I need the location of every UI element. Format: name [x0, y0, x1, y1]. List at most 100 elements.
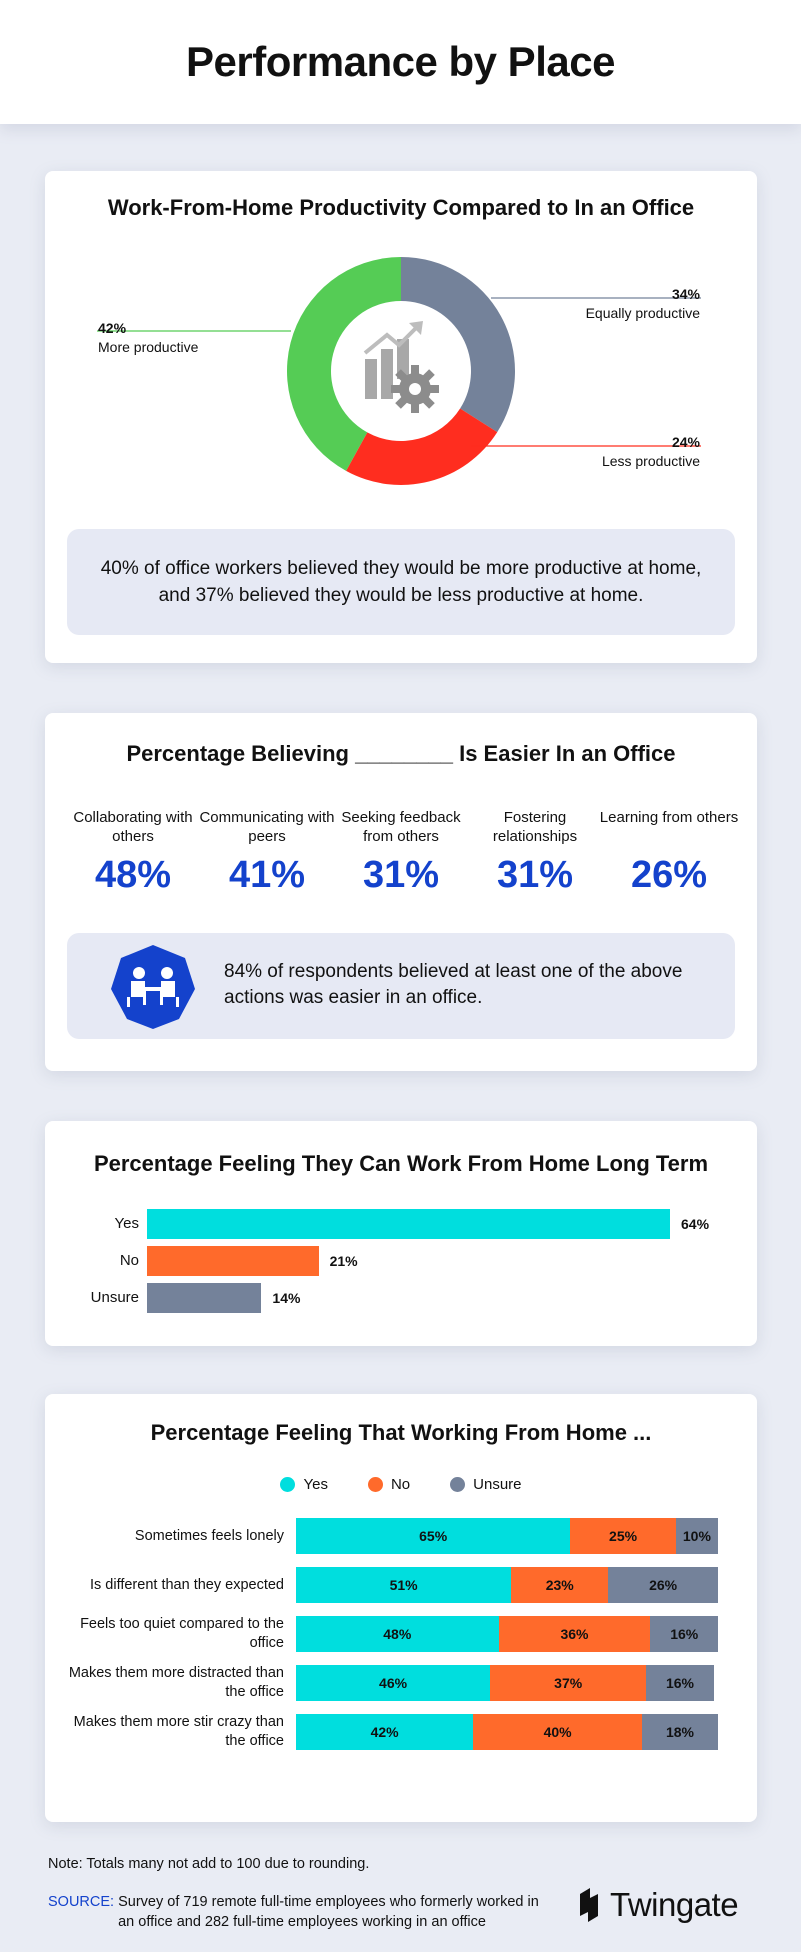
stat-fostering: Fostering relationships 31% [465, 808, 605, 897]
stacked-bar: 46% 37% 16% [296, 1665, 714, 1701]
long-term-title: Percentage Feeling They Can Work From Ho… [93, 1151, 709, 1176]
legend-label: Yes [303, 1476, 328, 1493]
legend-label: Unsure [473, 1476, 522, 1493]
stat-label: Fostering relationships [492, 809, 578, 845]
stacked-row: Makes them more distracted than the offi… [45, 1665, 757, 1701]
stat-value: 31% [496, 854, 574, 896]
donut-label-less: 24% Less productive [602, 433, 700, 471]
donut-label-more-pct: 42% [98, 320, 127, 336]
donut-label-more-text: More productive [98, 339, 199, 355]
legend-label: No [390, 1476, 411, 1493]
stat-value: 26% [630, 854, 708, 896]
stat-collaborating: Collaborating with others 48% [63, 808, 203, 897]
legend-swatch [450, 1477, 466, 1492]
twingate-logo-icon [580, 1888, 598, 1922]
page-title: Performance by Place [186, 38, 615, 85]
stacked-bar: 42% 40% 18% [296, 1714, 718, 1750]
donut-slice-more [287, 257, 401, 471]
hbar-yes [147, 1209, 670, 1239]
donut-label-equal-text: Equally productive [585, 305, 700, 321]
stacked-segment-no: 36% [498, 1616, 651, 1652]
page-header: Performance by Place [0, 0, 801, 124]
footer-note: Note: Totals many not add to 100 due to … [48, 1856, 370, 1872]
stat-label: Collaborating with others [73, 809, 193, 845]
legend-item-yes: Yes [280, 1476, 328, 1493]
stacked-row: Sometimes feels lonely 65% 25% 10% [45, 1518, 757, 1554]
legend-swatch [367, 1477, 383, 1492]
feelings-card: Percentage Feeling That Working From Hom… [45, 1394, 757, 1822]
stacked-row: Is different than they expected 51% 23% 26% [45, 1567, 757, 1603]
stacked-segment-yes: 46% [296, 1665, 491, 1701]
productivity-title: Work-From-Home Productivity Compared to … [107, 195, 695, 220]
easier-card: Percentage Believing ________ Is Easier … [45, 713, 757, 1071]
stacked-row: Makes them more stir crazy than the offi… [45, 1714, 757, 1750]
stat-value: 31% [362, 854, 440, 896]
donut-label-equal-pct: 34% [671, 286, 700, 302]
productivity-callout: 40% of office workers believed they woul… [67, 529, 735, 635]
stacked-segment-yes: 51% [296, 1567, 512, 1603]
stat-learning: Learning from others 26% [599, 808, 739, 897]
feelings-legend: Yes No Unsure [45, 1476, 757, 1493]
stacked-row: Feels too quiet compared to the office 48… [45, 1616, 757, 1652]
stat-value: 48% [94, 854, 172, 896]
stacked-segment-unsure: 10% [675, 1518, 718, 1554]
stacked-category-label: Feels too quiet compared to the office [80, 1616, 284, 1651]
stacked-bar: 51% 23% 26% [296, 1567, 718, 1603]
meeting-icon [111, 945, 195, 1029]
legend-item-unsure: Unsure [450, 1476, 522, 1493]
hbar-no [147, 1246, 319, 1276]
easier-callout-text: 84% of respondents believed at least one… [224, 961, 683, 1008]
stacked-category-label: Sometimes feels lonely [134, 1527, 284, 1544]
long-term-card: Percentage Feeling They Can Work From Ho… [45, 1121, 757, 1346]
hbar-row-yes: Yes 64% [45, 1209, 757, 1239]
hbar-row-no: No 21% [45, 1246, 757, 1276]
brand: Twingate [576, 1886, 739, 1924]
stacked-category-label: Makes them more distracted than the offi… [68, 1665, 284, 1700]
stat-value: 41% [228, 854, 306, 896]
stat-label: Learning from others [599, 809, 739, 826]
hbar-value-label: 64% [681, 1216, 710, 1232]
stacked-segment-no: 40% [473, 1714, 643, 1750]
stacked-segment-no: 23% [511, 1567, 609, 1603]
stacked-bar: 48% 36% 16% [296, 1616, 718, 1652]
stacked-segment-no: 25% [570, 1518, 676, 1554]
easier-callout: 84% of respondents believed at least one… [67, 933, 735, 1039]
hbar-category-label: Unsure [90, 1289, 139, 1306]
legend-item-no: No [367, 1476, 411, 1493]
stacked-category-label: Makes them more stir crazy than the offi… [73, 1714, 284, 1749]
stacked-segment-unsure: 16% [650, 1616, 718, 1652]
stacked-category-label: Is different than they expected [89, 1576, 284, 1593]
hbar-category-label: No [119, 1252, 139, 1269]
stacked-bar: 65% 25% 10% [296, 1518, 718, 1554]
productivity-donut-chart [97, 257, 701, 485]
stacked-segment-no: 37% [490, 1665, 647, 1701]
stacked-segment-unsure: 18% [642, 1714, 718, 1750]
donut-slice-less [346, 408, 498, 485]
footer-source: SOURCE: Survey of 719 remote full-time e… [48, 1892, 568, 1932]
stacked-segment-yes: 42% [296, 1714, 474, 1750]
productivity-card: Work-From-Home Productivity Compared to … [45, 171, 757, 663]
donut-slice-equal [401, 257, 515, 433]
chart-gear-icon [363, 321, 439, 413]
donut-label-less-pct: 24% [671, 434, 700, 450]
easier-title: Percentage Believing ________ Is Easier … [126, 741, 676, 766]
hbar-value-label: 21% [329, 1253, 358, 1269]
source-text: Survey of 719 remote full-time employees… [118, 1894, 539, 1930]
stacked-segment-yes: 65% [296, 1518, 571, 1554]
stat-label: Communicating with peers [199, 809, 335, 845]
hbar-row-unsure: Unsure 14% [45, 1283, 757, 1313]
stacked-segment-unsure: 16% [646, 1665, 714, 1701]
hbar-value-label: 14% [272, 1290, 301, 1306]
hbar-unsure [147, 1283, 262, 1313]
donut-label-more: 42% More productive [98, 319, 198, 357]
stat-seeking-feedback: Seeking feedback from others 31% [331, 808, 471, 897]
donut-label-less-text: Less productive [601, 453, 700, 469]
hbar-category-label: Yes [114, 1215, 139, 1232]
stat-communicating: Communicating with peers 41% [197, 808, 337, 897]
donut-label-equal: 34% Equally productive [586, 285, 700, 323]
brand-name: Twingate [610, 1886, 739, 1923]
source-label: SOURCE: [48, 1894, 115, 1910]
legend-swatch [280, 1477, 296, 1492]
stat-label: Seeking feedback from others [341, 809, 461, 845]
stacked-segment-yes: 48% [296, 1616, 499, 1652]
